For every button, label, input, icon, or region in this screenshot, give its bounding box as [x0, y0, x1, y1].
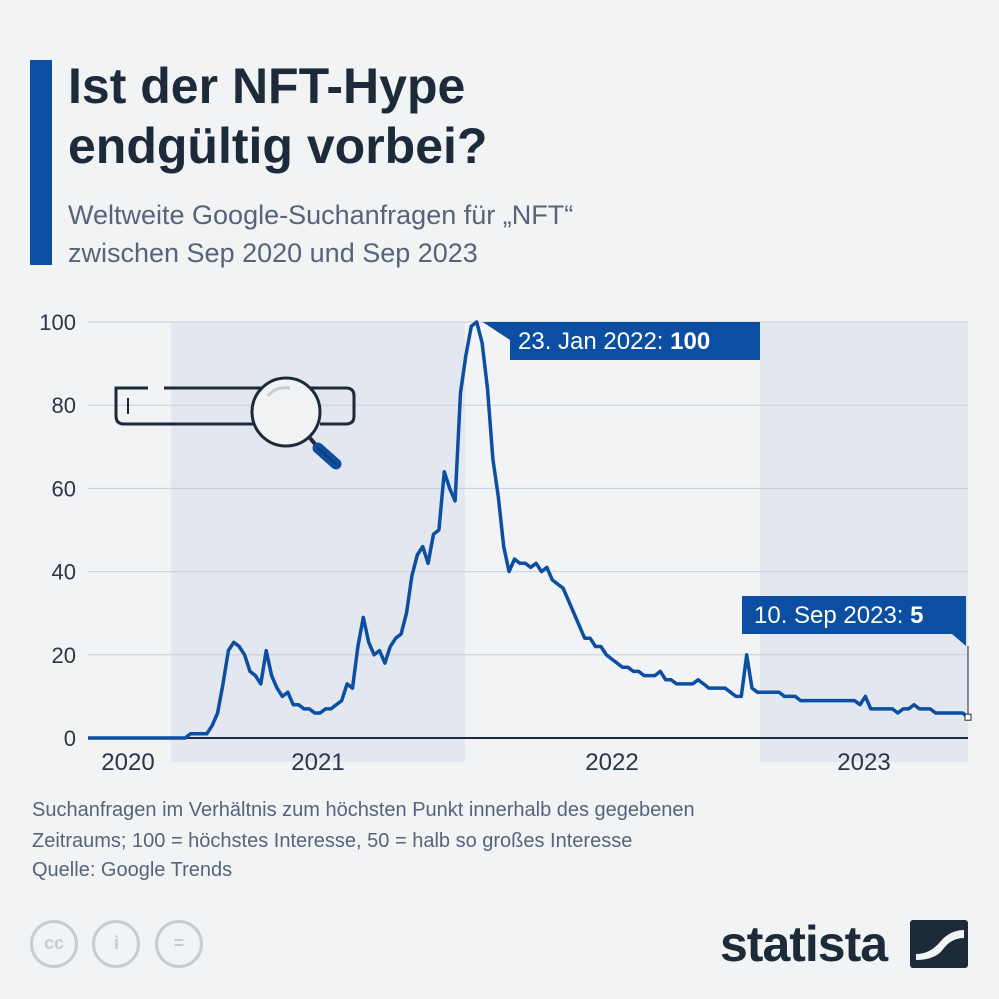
x-year-label: 2023: [837, 749, 890, 776]
search-illustration-icon: [114, 376, 356, 470]
cc-icon: cc: [30, 920, 78, 968]
x-year-label: 2020: [101, 749, 154, 776]
footnote: Suchanfragen im Verhältnis zum höchsten …: [32, 795, 952, 857]
callout-last-box: [742, 596, 966, 646]
page-title: Ist der NFT-Hype endgültig vorbei?: [68, 56, 948, 176]
footnote-line-1: Suchanfragen im Verhältnis zum höchsten …: [32, 799, 695, 821]
series-nft: [88, 320, 970, 740]
grid-lines: [88, 321, 968, 739]
x-year-label: 2022: [585, 749, 638, 776]
y-axis-ticks: 0 20 40 60 80 100: [39, 310, 76, 751]
x-axis-labels: 2020 2021 2022 2023: [101, 749, 890, 776]
callout-last-marker: [964, 713, 972, 721]
year-bands: [171, 322, 968, 762]
x-year-label: 2021: [291, 749, 344, 776]
year-band-1: [760, 322, 968, 762]
subtitle-line-2: zwischen Sep 2020 und Sep 2023: [68, 238, 478, 268]
statista-logo-icon: [910, 920, 968, 968]
source-note: Quelle: Google Trends: [32, 859, 233, 881]
callout-peak-label: 23. Jan 2022: 100: [518, 328, 710, 355]
series-line: [88, 320, 970, 740]
footnote-line-2: Zeitraums; 100 = höchstes Interesse, 50 …: [32, 830, 633, 852]
line-chart: 0 20 40 60 80 100 2020 2021 2022 2023 23. Jan 20…: [39, 310, 972, 776]
title-line-2: endgültig vorbei?: [68, 118, 488, 174]
title-accent-bar: [30, 60, 52, 265]
subtitle: Weltweite Google-Suchanfragen für „NFT“ …: [68, 196, 948, 272]
subtitle-line-1: Weltweite Google-Suchanfragen für „NFT“: [68, 200, 574, 230]
y-tick-label: 20: [52, 643, 76, 668]
callout-last-label: 10. Sep 2023: 5: [754, 602, 924, 629]
by-icon: i: [92, 920, 141, 968]
y-tick-label: 100: [39, 310, 76, 335]
y-tick-label: 0: [64, 726, 76, 751]
y-tick-label: 40: [52, 560, 76, 585]
nd-icon: =: [154, 920, 203, 968]
callout-peak-box: [482, 322, 760, 360]
annotations: 23. Jan 2022: 100 10. Sep 2023: 5: [482, 322, 972, 721]
y-tick-label: 60: [52, 476, 76, 501]
title-line-1: Ist der NFT-Hype: [68, 58, 466, 114]
year-band-0: [171, 322, 465, 762]
brand-wordmark: statista: [720, 916, 888, 972]
y-tick-label: 80: [52, 393, 76, 418]
license-icons: cc i =: [30, 920, 213, 968]
